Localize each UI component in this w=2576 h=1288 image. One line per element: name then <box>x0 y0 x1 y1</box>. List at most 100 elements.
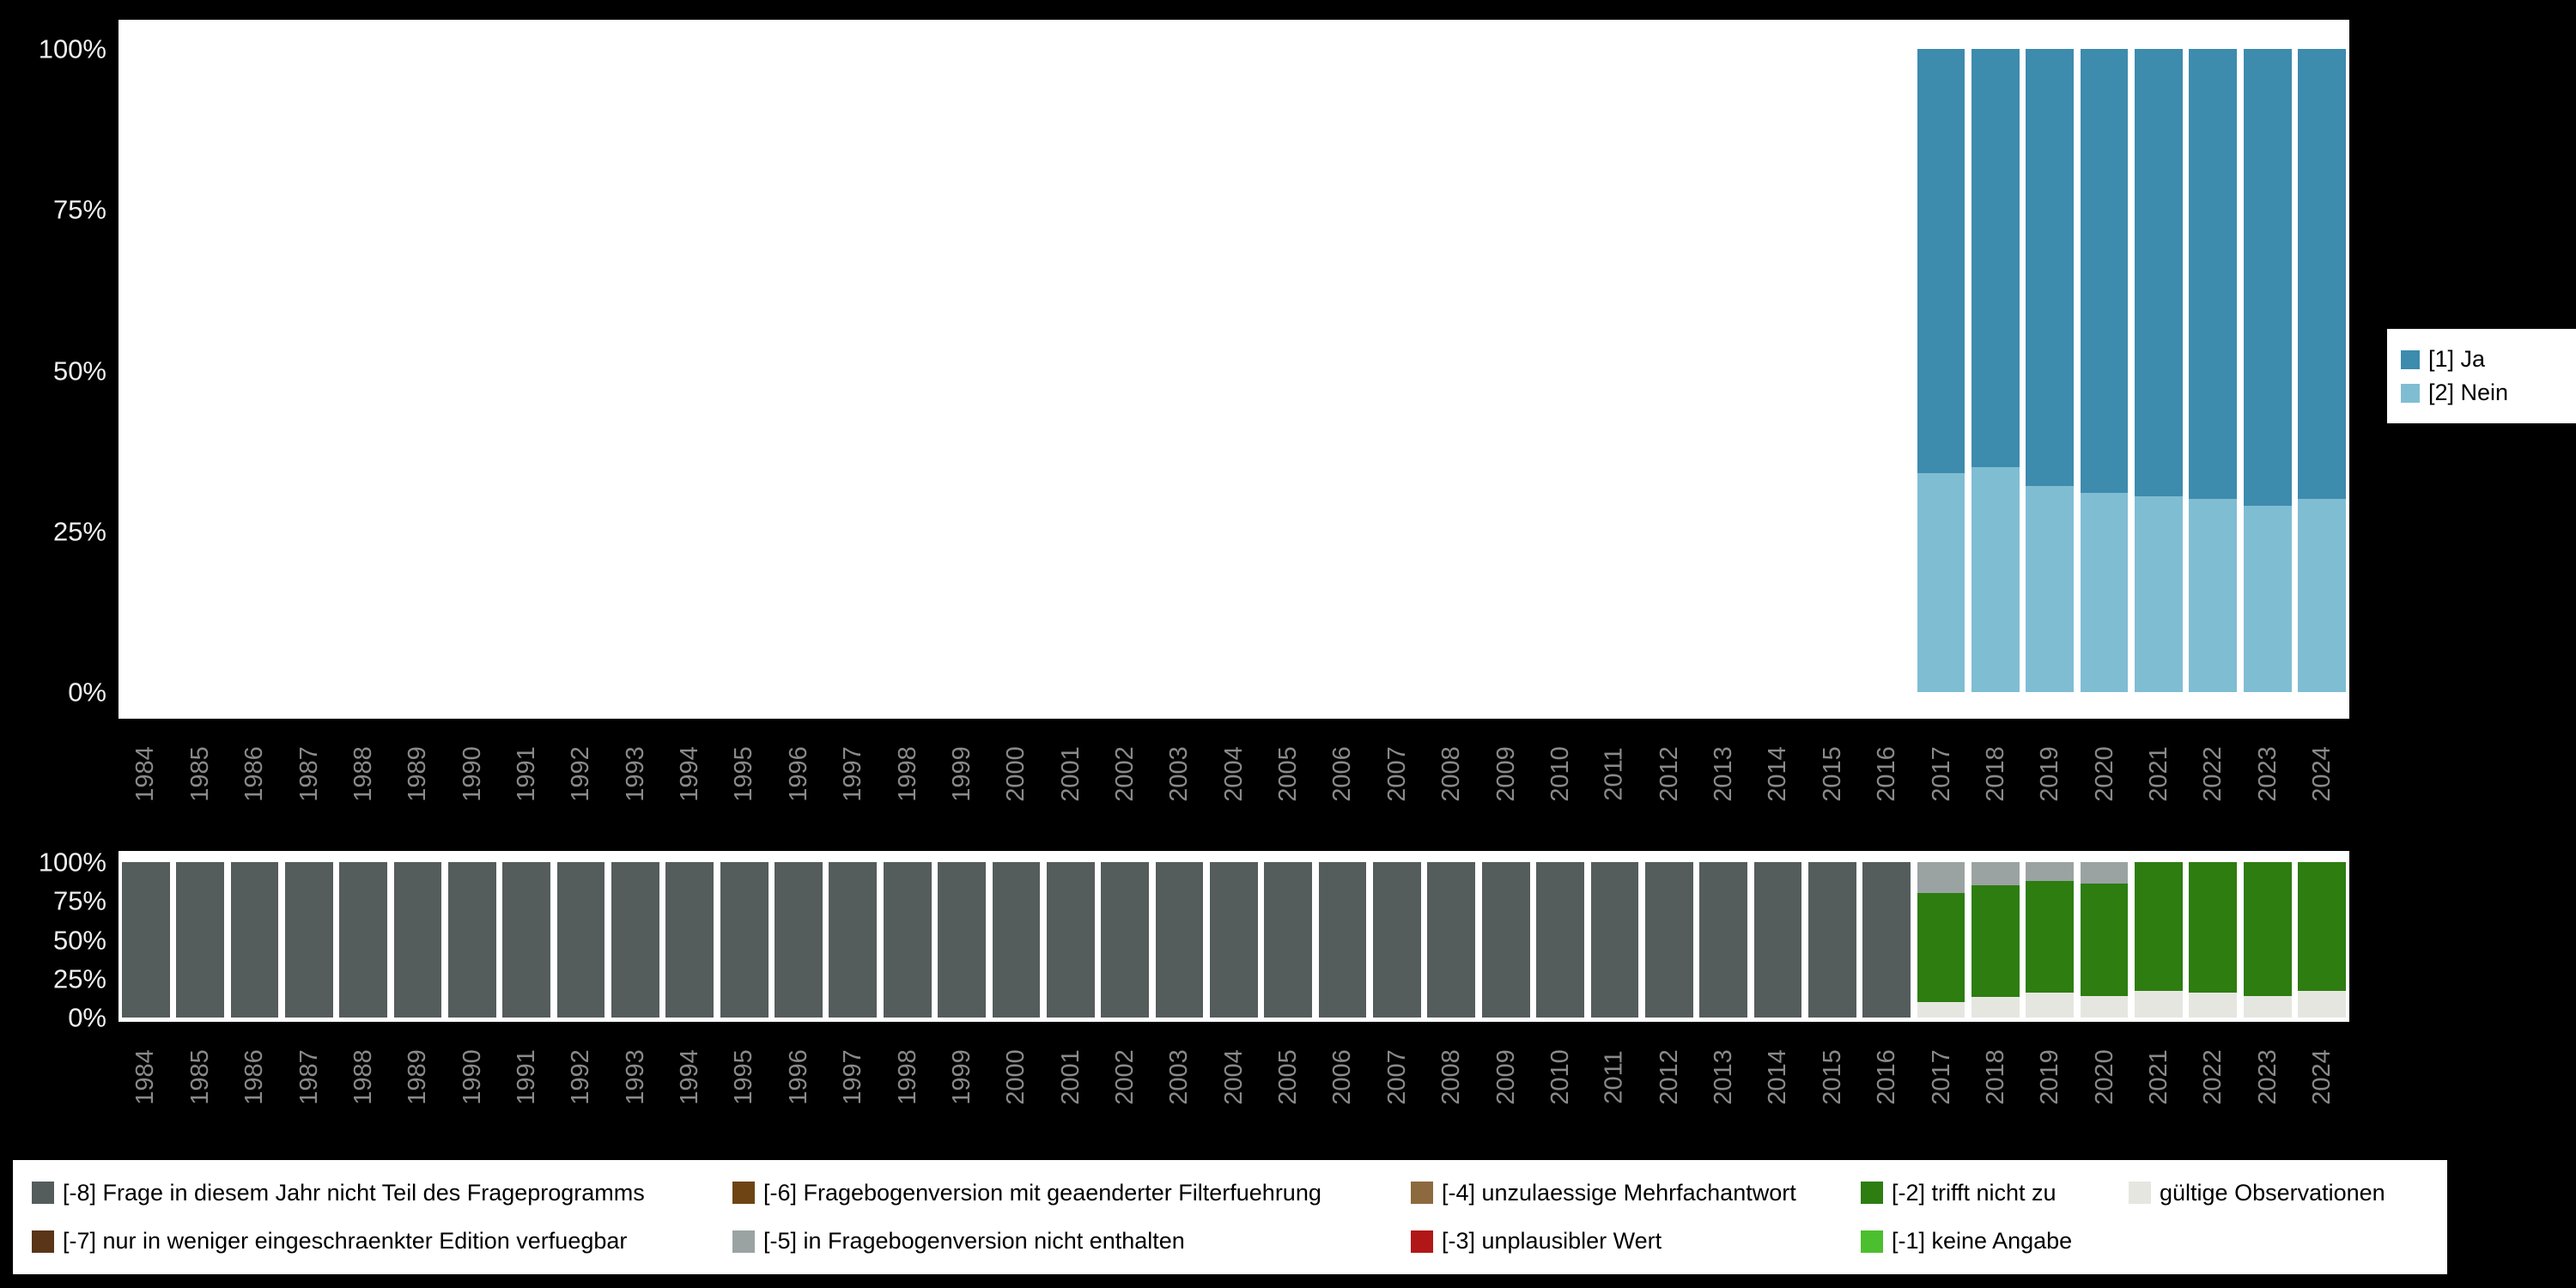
x-tick-label: 2008 <box>1437 1048 1465 1105</box>
y-tick-label: 25% <box>52 963 106 994</box>
bar-segment <box>2026 880 2075 993</box>
missings-legend: [-8] Frage in diesem Jahr nicht Teil des… <box>13 1160 2447 1274</box>
bar-2010 <box>1536 862 1584 1018</box>
bar-2021 <box>2135 862 2183 1018</box>
legend-swatch <box>2401 349 2420 369</box>
x-tick: 2012 <box>1650 1025 1688 1128</box>
bar-column-2010 <box>1533 862 1587 1018</box>
legend-swatch <box>2129 1182 2151 1205</box>
x-tick-label: 2003 <box>1165 1048 1194 1105</box>
bar-segment <box>447 862 496 1018</box>
legend-swatch <box>2401 383 2420 403</box>
legend-swatch <box>732 1230 755 1253</box>
x-tick: 2010 <box>1541 1025 1579 1128</box>
bar-segment <box>1101 862 1150 1018</box>
bar-segment <box>339 862 387 1018</box>
bar-segment <box>1536 862 1584 1018</box>
legend-label: [-2] trifft nicht zu <box>1892 1179 2057 1206</box>
x-tick: 1995 <box>726 1025 763 1128</box>
x-tick: 2011 <box>1596 1025 1634 1128</box>
bar-2020 <box>2080 49 2129 692</box>
bar-segment <box>2080 49 2129 493</box>
bar-segment <box>665 862 714 1018</box>
legend-item: gültige Observationen <box>2129 1180 2428 1206</box>
x-tick: 2000 <box>998 1025 1036 1128</box>
x-tick-label: 1994 <box>675 1048 703 1105</box>
bar-column-2004 <box>1206 862 1261 1018</box>
bar-column-2022 <box>2186 49 2240 692</box>
x-tick-label: 1999 <box>947 1048 975 1105</box>
bar-segment <box>2135 991 2183 1018</box>
bar-segment <box>938 862 986 1018</box>
bar-segment <box>2243 49 2292 506</box>
bar-segment <box>2189 993 2238 1018</box>
bar-column-1991 <box>500 862 554 1018</box>
x-tick: 2018 <box>1977 1025 2014 1128</box>
bar-segment <box>1917 473 1965 692</box>
x-tick-label: 2015 <box>1818 1048 1846 1105</box>
x-tick-label: 1997 <box>838 1048 866 1105</box>
x-tick: 2004 <box>1215 1025 1253 1128</box>
bar-column-2000 <box>989 862 1043 1018</box>
x-tick: 2005 <box>1269 1025 1307 1128</box>
legend-swatch <box>1861 1230 1883 1253</box>
bar-1984 <box>121 862 170 1018</box>
legend-label: [1] Ja <box>2428 346 2486 372</box>
bar-segment <box>1644 862 1693 1018</box>
bar-column-1988 <box>336 862 390 1018</box>
bar-segment <box>775 862 823 1018</box>
x-tick: 1992 <box>562 1025 600 1128</box>
x-tick-label: 2001 <box>1056 1048 1084 1105</box>
bar-1999 <box>938 862 986 1018</box>
x-tick: 1989 <box>399 1025 437 1128</box>
bar-segment <box>829 862 878 1018</box>
bar-1997 <box>829 862 878 1018</box>
bar-column-2017 <box>1914 862 1968 1018</box>
bar-column-2013 <box>1696 862 1750 1018</box>
bar-segment <box>176 862 224 1018</box>
x-tick-label: 1995 <box>730 1048 758 1105</box>
bar-segment <box>2080 862 2129 884</box>
bar-2009 <box>1481 862 1530 1018</box>
y-tick-label: 50% <box>52 925 106 955</box>
bar-segment <box>2243 995 2292 1018</box>
x-tick-label: 2014 <box>1764 1048 1792 1105</box>
bar-column-2003 <box>1152 862 1206 1018</box>
bar-2019 <box>2026 49 2075 692</box>
legend-item: [-3] unplausibler Wert <box>1411 1228 1861 1255</box>
bar-1989 <box>393 862 442 1018</box>
bar-column-1984 <box>118 862 173 1018</box>
x-tick: 2006 <box>1324 1025 1362 1128</box>
bar-1998 <box>883 862 932 1018</box>
bar-column-2016 <box>1860 862 1914 1018</box>
x-tick-label: 1989 <box>404 1048 432 1105</box>
bar-column-2019 <box>2023 49 2077 692</box>
legend-item: [1] Ja <box>2401 346 2576 373</box>
bar-column-1995 <box>717 862 771 1018</box>
x-tick-label: 2006 <box>1328 1048 1357 1105</box>
bar-1987 <box>284 862 333 1018</box>
x-tick-label: 2019 <box>2035 1048 2063 1105</box>
x-tick: 2021 <box>2140 1025 2178 1128</box>
bar-2022 <box>2189 49 2238 692</box>
x-tick: 2014 <box>1759 1025 1797 1128</box>
x-tick-label: 2004 <box>1219 1048 1248 1105</box>
bar-segment <box>1862 862 1911 1018</box>
bar-segment <box>2189 499 2238 692</box>
bar-segment <box>2026 49 2075 487</box>
values-legend: [1] Ja [2] Nein <box>2387 329 2576 423</box>
x-tick: 2023 <box>2249 1025 2287 1128</box>
legend-label: [-7] nur in weniger eingeschraenkter Edi… <box>63 1228 628 1255</box>
bar-column-2005 <box>1261 862 1315 1018</box>
bar-segment <box>1971 862 2020 886</box>
bar-segment <box>1917 1001 1965 1018</box>
bar-2023 <box>2243 862 2292 1018</box>
bar-segment <box>2189 862 2238 993</box>
bar-segment <box>1971 466 2020 692</box>
x-tick: 1997 <box>834 1025 872 1128</box>
bar-2004 <box>1209 862 1258 1018</box>
bar-segment <box>393 862 442 1018</box>
bar-segment <box>1318 862 1367 1018</box>
x-tick: 2017 <box>1923 1025 1960 1128</box>
x-tick: 2009 <box>1487 1025 1525 1128</box>
